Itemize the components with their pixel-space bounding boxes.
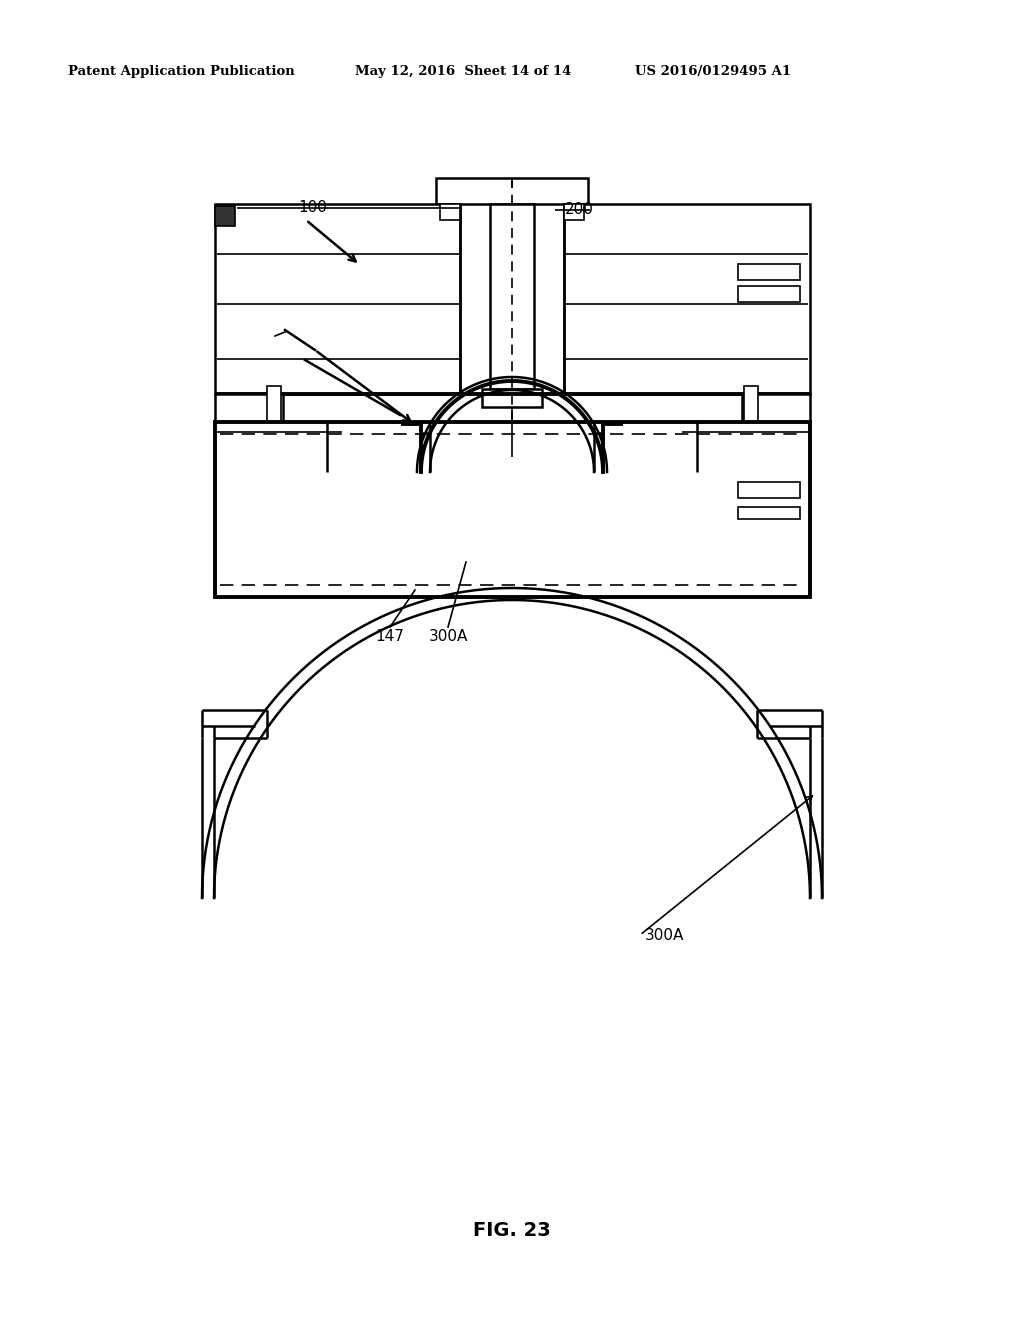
Bar — [738, 286, 800, 302]
Bar — [482, 389, 542, 407]
Bar — [436, 178, 588, 205]
Bar — [490, 205, 534, 389]
Text: FIG. 23: FIG. 23 — [473, 1221, 551, 1239]
Bar — [744, 385, 758, 424]
Bar — [215, 393, 283, 422]
Text: US 2016/0129495 A1: US 2016/0129495 A1 — [635, 66, 792, 78]
Text: May 12, 2016  Sheet 14 of 14: May 12, 2016 Sheet 14 of 14 — [355, 66, 571, 78]
Text: 147: 147 — [376, 630, 404, 644]
Bar — [738, 507, 800, 519]
Bar — [564, 205, 584, 220]
Bar — [215, 206, 234, 226]
Text: 200: 200 — [565, 202, 594, 218]
Text: 300A: 300A — [645, 928, 684, 942]
Text: Patent Application Publication: Patent Application Publication — [68, 66, 295, 78]
Bar — [564, 205, 810, 393]
Bar — [738, 482, 800, 498]
Text: 300A: 300A — [428, 630, 468, 644]
Bar — [742, 393, 810, 422]
Bar — [267, 385, 281, 424]
Bar — [440, 205, 460, 220]
Bar — [215, 422, 810, 597]
Text: 100: 100 — [298, 201, 327, 215]
Bar — [215, 205, 460, 393]
Bar — [738, 264, 800, 280]
